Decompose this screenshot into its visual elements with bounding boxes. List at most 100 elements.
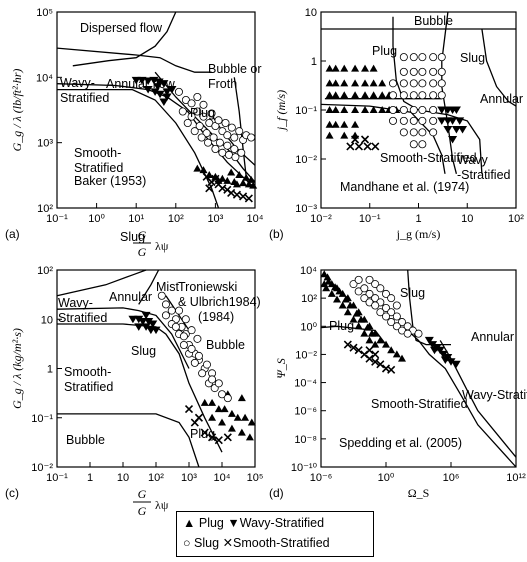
x-label-suffix: λψ bbox=[155, 498, 169, 512]
wavy-stratified-point bbox=[437, 117, 447, 125]
y-tick-label: 10⁻⁴ bbox=[294, 378, 317, 390]
plug-point bbox=[343, 308, 352, 316]
y-axis-label: G_g / λ (kg/m²·s) bbox=[10, 328, 24, 409]
y-tick-label: 10⁻² bbox=[295, 349, 317, 361]
region-label-wavy-stratified: Wavy-Stratified bbox=[462, 388, 527, 402]
wavy-stratified-point bbox=[167, 86, 177, 94]
plug-point bbox=[208, 398, 217, 406]
y-tick-label: 10² bbox=[37, 203, 53, 215]
x-tick-label: 10³ bbox=[181, 472, 197, 484]
plug-point bbox=[208, 413, 217, 421]
slug-point bbox=[354, 275, 363, 284]
plug-point bbox=[331, 283, 340, 291]
slug-point bbox=[207, 109, 216, 118]
x-label-denominator: G bbox=[138, 245, 147, 259]
region-label-smooth-stratified: Smooth-Stratified bbox=[64, 365, 113, 394]
plug-point bbox=[378, 106, 387, 113]
slug-point bbox=[389, 116, 398, 125]
legend-smooth-label: Smooth-Stratified bbox=[233, 536, 330, 550]
y-tick-label: 10⁻³ bbox=[295, 203, 317, 215]
plug-point bbox=[361, 79, 370, 87]
x-label-numerator: G bbox=[138, 487, 147, 501]
smooth-stratified-point bbox=[211, 174, 220, 183]
x-tick-label: 10 bbox=[461, 213, 473, 225]
region-label-smooth-stratified: Smooth-Stratified bbox=[371, 397, 468, 411]
slug-point bbox=[215, 138, 224, 147]
plug-point bbox=[325, 79, 334, 87]
y-axis-label: G_g / λ (lb/ft²·hr) bbox=[10, 69, 24, 152]
plug-point bbox=[361, 91, 370, 99]
slug-point bbox=[223, 141, 232, 150]
x-tick-label: 10⁴ bbox=[247, 213, 264, 225]
slug-point bbox=[418, 79, 427, 88]
slug-point bbox=[398, 318, 407, 327]
plug-point bbox=[325, 91, 334, 99]
plug-point bbox=[325, 131, 334, 139]
wavy-stratified-point bbox=[435, 346, 445, 355]
plug-point bbox=[220, 405, 229, 413]
slug-point bbox=[235, 127, 244, 136]
slug-point bbox=[202, 360, 211, 369]
y-tick-label: 10⁻¹ bbox=[295, 105, 317, 117]
smooth-stratified-point bbox=[360, 135, 370, 144]
slug-point bbox=[429, 53, 438, 62]
plug-point bbox=[325, 64, 334, 72]
plug-point bbox=[218, 418, 226, 426]
plug-point bbox=[320, 270, 329, 278]
smooth-stratified-point bbox=[354, 142, 364, 151]
plug-point bbox=[242, 173, 251, 181]
slug-point bbox=[211, 144, 220, 153]
y-tick-label: 10⁵ bbox=[36, 7, 53, 19]
region-label-plug: Plug bbox=[190, 106, 215, 120]
slug-point bbox=[223, 131, 232, 140]
regime-boundary-line bbox=[418, 109, 483, 174]
x-tick-label: 10⁻⁶ bbox=[310, 472, 333, 484]
x-tick-label: 10⁻² bbox=[310, 213, 332, 225]
plug-point bbox=[351, 79, 360, 87]
wavy-stratified-point bbox=[162, 88, 172, 96]
legend-smooth-symbol: ✕ bbox=[222, 536, 234, 550]
wavy-stratified-point bbox=[141, 323, 151, 331]
plug-point bbox=[346, 301, 355, 309]
plug-point bbox=[325, 106, 334, 113]
plug-point bbox=[387, 346, 396, 354]
region-label-bubble-or-froth: Bubble or Froth bbox=[208, 62, 262, 91]
region-label-bubble: Bubble bbox=[206, 338, 245, 352]
wavy-stratified-point bbox=[430, 346, 440, 355]
slug-point bbox=[376, 308, 385, 317]
plug-point bbox=[331, 91, 340, 99]
y-axis-label: j_f (m/s) bbox=[274, 90, 288, 132]
wavy-stratified-point bbox=[424, 336, 434, 345]
citation-annotation: Baker (1953) bbox=[74, 174, 146, 188]
wavy-stratified-point bbox=[446, 358, 456, 366]
smooth-stratified-point bbox=[354, 346, 363, 355]
plug-point bbox=[245, 433, 254, 441]
regime-boundary-line bbox=[138, 269, 160, 305]
region-label-mist: Mist bbox=[156, 280, 179, 294]
plug-point bbox=[235, 170, 244, 178]
slug-point bbox=[187, 326, 196, 335]
x-axis-label: Ω_S bbox=[408, 486, 430, 500]
plug-point bbox=[237, 428, 246, 436]
plug-point bbox=[247, 418, 256, 426]
region-label-annular: Annular bbox=[109, 290, 152, 304]
plug-point bbox=[340, 106, 349, 113]
plug-point bbox=[227, 409, 236, 417]
slug-point bbox=[418, 53, 427, 62]
slug-point bbox=[437, 53, 446, 62]
slug-point bbox=[381, 289, 390, 298]
slug-point bbox=[195, 121, 204, 130]
slug-point bbox=[190, 127, 199, 136]
slug-point bbox=[399, 116, 408, 125]
x-tick-label: 10⁻¹ bbox=[359, 213, 381, 225]
plug-point bbox=[363, 323, 372, 331]
smooth-stratified-point bbox=[244, 194, 253, 203]
smooth-stratified-point bbox=[371, 142, 380, 151]
smooth-stratified-point bbox=[227, 188, 236, 198]
smooth-stratified-point bbox=[239, 192, 248, 201]
slug-point bbox=[193, 107, 202, 116]
smooth-stratified-point bbox=[208, 433, 217, 442]
plug-point bbox=[340, 131, 349, 139]
plug-point bbox=[331, 106, 340, 113]
